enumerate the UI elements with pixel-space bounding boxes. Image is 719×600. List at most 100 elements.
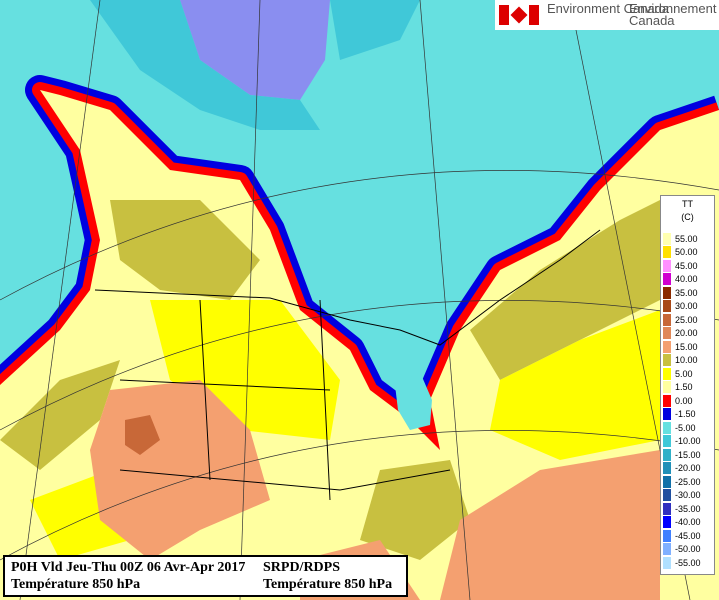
- legend: TT (C) 55.00 50.00 45.00 40.00 35.00 30.00 25.…: [660, 195, 715, 575]
- olive-area: [0, 200, 660, 560]
- legend-label: 35.00: [675, 287, 698, 298]
- legend-swatch: [663, 394, 671, 407]
- legend-unit: (C): [681, 212, 694, 222]
- legend-swatch: [663, 502, 671, 515]
- legend-entry: -20.00: [663, 462, 701, 475]
- legend-swatch: [663, 354, 671, 366]
- legend-label: -5.00: [675, 422, 696, 433]
- legend-label: 5.00: [675, 368, 693, 379]
- legend-entry: -55.00: [663, 556, 701, 569]
- legend-label: 40.00: [675, 274, 698, 284]
- legend-label: -55.00: [675, 557, 701, 568]
- title-right-1: SRPD/RDPS: [263, 560, 341, 575]
- grid-line: [19, 0, 101, 600]
- legend-swatch: [663, 367, 671, 380]
- legend-swatch: [663, 286, 671, 299]
- legend-entry: -1.50: [663, 408, 696, 421]
- legend-swatch: [663, 448, 671, 461]
- legend-label: -45.00: [675, 530, 701, 541]
- legend-label: -25.00: [675, 476, 701, 487]
- legend-entry: 55.00: [663, 232, 698, 245]
- legend-label: 50.00: [675, 247, 698, 257]
- legend-swatch: [663, 516, 671, 528]
- legend-swatch: [663, 273, 671, 285]
- legend-entry: 30.00: [663, 300, 698, 313]
- title-left-2: Température 850 hPa: [11, 577, 141, 592]
- legend-swatch: [663, 475, 671, 488]
- legend-label: 20.00: [675, 328, 698, 338]
- legend-label: 30.00: [675, 301, 698, 311]
- legend-entry: -50.00: [663, 543, 701, 556]
- yellow-area: [30, 300, 660, 560]
- legend-swatch: [663, 435, 671, 447]
- legend-label: -10.00: [675, 436, 701, 446]
- legend-swatch: [663, 556, 671, 569]
- borders: [94, 229, 601, 501]
- legend-label: -1.50: [675, 409, 696, 419]
- grid-line: [0, 300, 719, 431]
- cold-area: [90, 0, 420, 130]
- border-line: [119, 299, 451, 501]
- warm-south: [90, 380, 660, 600]
- legend-entry: 5.00: [663, 367, 693, 380]
- legend-entry: 45.00: [663, 259, 698, 272]
- legend-entry: -15.00: [663, 448, 701, 461]
- legend-swatch: [663, 259, 671, 272]
- legend-swatch: [663, 489, 671, 501]
- legend-swatch: [663, 421, 671, 434]
- legend-label: 15.00: [675, 341, 698, 352]
- title-right-2: Température 850 hPa: [263, 577, 393, 592]
- hot-spot: [125, 415, 160, 455]
- legend-entry: 35.00: [663, 286, 698, 299]
- legend-swatch: [663, 408, 671, 420]
- legend-swatch: [663, 246, 671, 258]
- legend-swatch: [663, 300, 671, 312]
- legend-entry: 0.00: [663, 394, 693, 407]
- logo-english: Environment Canada: [547, 1, 670, 16]
- legend-title: TT: [682, 199, 693, 209]
- title-box: P0H Vld Jeu-Thu 00Z 06 Avr-Apr 2017 Temp…: [3, 555, 408, 597]
- grid-line: [239, 0, 261, 600]
- legend-swatch: [663, 543, 671, 555]
- legend-label: -20.00: [675, 463, 701, 473]
- legend-entry: -35.00: [663, 502, 701, 515]
- cold-core: [180, 0, 330, 100]
- legend-entry: 10.00: [663, 354, 698, 367]
- legend-entry: 15.00: [663, 340, 698, 353]
- title-left-1: P0H Vld Jeu-Thu 00Z 06 Avr-Apr 2017: [11, 560, 246, 575]
- grid-line: [0, 430, 719, 561]
- grid-line: [0, 170, 719, 301]
- logo-french: Environnement Canada: [629, 1, 717, 28]
- logo: Environment Canada Environnement Canada: [495, 0, 719, 30]
- legend-entry: -5.00: [663, 421, 696, 434]
- legend-label: -15.00: [675, 449, 701, 460]
- legend-entry: -25.00: [663, 475, 701, 488]
- grid-line: [419, 0, 471, 600]
- legend-label: 55.00: [675, 233, 698, 244]
- legend-swatch: [663, 381, 671, 393]
- legend-label: 25.00: [675, 314, 698, 325]
- legend-swatch: [663, 340, 671, 353]
- legend-entry: 40.00: [663, 273, 698, 286]
- legend-swatch: [663, 313, 671, 326]
- legend-entry: 20.00: [663, 327, 698, 340]
- legend-label: 10.00: [675, 355, 698, 365]
- legend-entry: -40.00: [663, 516, 701, 529]
- legend-swatch: [663, 529, 671, 542]
- legend-label: -35.00: [675, 503, 701, 514]
- legend-entry: -30.00: [663, 489, 701, 502]
- legend-entry: -45.00: [663, 529, 701, 542]
- legend-entry: 1.50: [663, 381, 693, 394]
- legend-label: 45.00: [675, 260, 698, 271]
- legend-label: -50.00: [675, 544, 701, 554]
- legend-label: -30.00: [675, 490, 701, 500]
- legend-swatch: [663, 327, 671, 339]
- legend-entry: 50.00: [663, 246, 698, 259]
- legend-swatch: [663, 232, 671, 245]
- legend-swatch: [663, 462, 671, 474]
- legend-entry: 25.00: [663, 313, 698, 326]
- legend-label: 1.50: [675, 382, 693, 392]
- legend-entry: -10.00: [663, 435, 701, 448]
